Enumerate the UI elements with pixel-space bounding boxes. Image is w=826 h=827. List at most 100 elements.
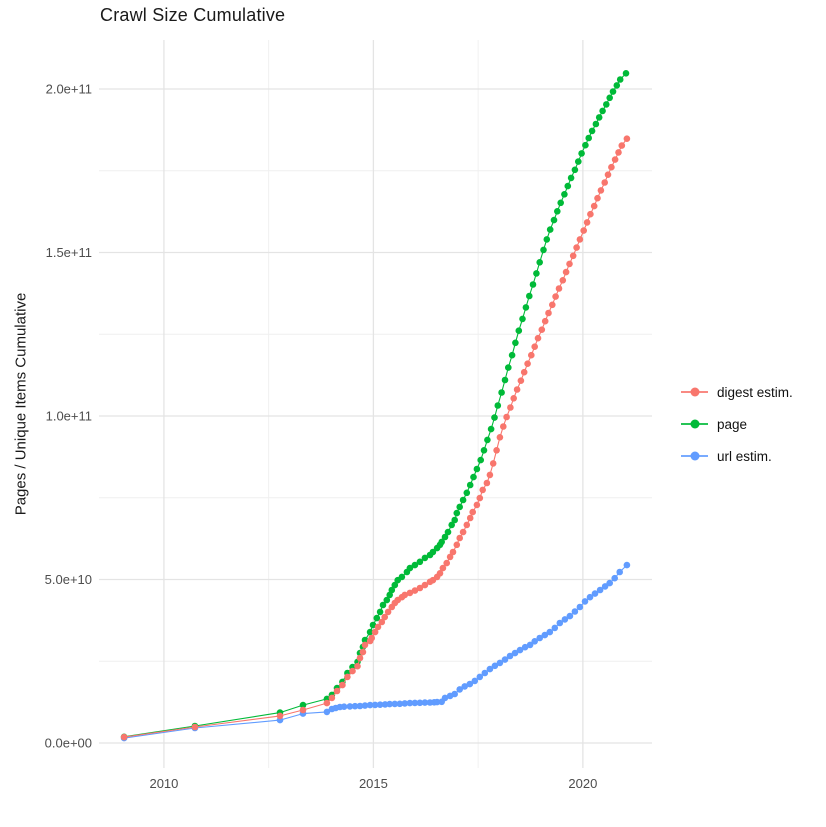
y-tick-label: 1.5e+11: [46, 245, 92, 260]
data-point-digest-estim: [459, 528, 467, 536]
data-point-page: [519, 315, 526, 323]
data-point-digest-estim: [623, 135, 631, 142]
data-point-page: [522, 304, 530, 311]
data-point-page: [398, 573, 406, 581]
data-point-digest-estim: [513, 386, 521, 393]
data-point-digest-estim: [421, 581, 429, 589]
y-tick-label: 0.0e+00: [45, 736, 92, 751]
data-point-page: [543, 236, 551, 243]
data-point-url-estim: [586, 593, 594, 601]
data-point-digest-estim: [503, 413, 510, 421]
data-point-url-estim: [616, 568, 623, 576]
legend-label: url estim.: [717, 448, 772, 464]
data-point-page: [533, 270, 540, 277]
data-point-url-estim: [386, 700, 394, 708]
data-point-url-estim: [516, 646, 524, 654]
data-point-digest-estim: [524, 360, 531, 368]
data-point-page: [477, 456, 485, 464]
data-point-page: [448, 521, 456, 529]
data-point-page: [540, 246, 547, 254]
data-point-page: [376, 608, 384, 616]
data-point-digest-estim: [356, 654, 364, 662]
data-point-url-estim: [411, 699, 419, 707]
data-point-digest-estim: [371, 628, 379, 636]
series-line-page: [124, 72, 627, 738]
data-point-digest-estim: [276, 712, 284, 720]
data-point-digest-estim: [354, 662, 361, 670]
data-point-page: [582, 141, 589, 149]
data-point-digest-estim: [534, 334, 542, 342]
data-point-page: [561, 191, 568, 198]
data-point-page: [571, 166, 579, 174]
y-tick-label: 1.0e+11: [46, 409, 92, 424]
data-point-page: [505, 364, 512, 371]
data-point-digest-estim: [601, 179, 608, 186]
data-point-page: [567, 174, 575, 182]
data-point-page: [536, 259, 543, 266]
data-point-page: [578, 150, 585, 157]
data-point-url-estim: [461, 683, 469, 690]
data-point-digest-estim: [456, 534, 464, 542]
data-point-digest-estim: [439, 564, 447, 572]
data-point-url-estim: [531, 638, 538, 645]
data-point-digest-estim: [466, 514, 474, 522]
data-point-digest-estim: [545, 309, 552, 317]
legend-key-icon: [681, 416, 708, 432]
data-point-page: [438, 538, 446, 546]
y-tick-label: 2.0e+11: [46, 82, 92, 97]
data-point-url-estim: [396, 700, 404, 708]
data-point-page: [508, 351, 516, 359]
data-point-page: [526, 292, 533, 300]
data-point-digest-estim: [538, 326, 546, 334]
data-point-url-estim: [441, 694, 449, 702]
data-point-page: [466, 481, 474, 489]
data-point-url-estim: [521, 643, 529, 651]
data-point-url-estim: [581, 598, 589, 605]
data-point-digest-estim: [618, 142, 626, 149]
data-point-page: [383, 596, 391, 604]
data-point-digest-estim: [559, 277, 567, 284]
data-point-page: [588, 127, 596, 135]
data-point-page: [557, 199, 564, 207]
data-point-digest-estim: [493, 447, 500, 454]
data-point-digest-estim: [549, 301, 556, 309]
data-point-url-estim: [511, 649, 519, 657]
data-point-digest-estim: [473, 501, 481, 509]
data-point-page: [456, 503, 464, 511]
data-point-url-estim: [401, 700, 409, 707]
data-point-url-estim: [340, 703, 348, 710]
data-point-digest-estim: [443, 559, 451, 567]
data-point-page: [494, 402, 502, 409]
data-point-digest-estim: [520, 368, 528, 376]
data-point-digest-estim: [384, 608, 392, 616]
data-point-url-estim: [491, 662, 499, 670]
x-tick-label: 2010: [149, 776, 178, 791]
data-point-digest-estim: [510, 395, 517, 402]
data-point-page: [366, 628, 374, 636]
data-point-url-estim: [601, 583, 609, 590]
data-point-digest-estim: [483, 479, 491, 487]
data-point-url-estim: [591, 590, 599, 597]
data-point-digest-estim: [368, 634, 376, 642]
data-point-digest-estim: [191, 723, 199, 731]
data-point-page: [421, 554, 429, 562]
data-point-page: [459, 496, 467, 504]
data-point-url-estim: [471, 677, 479, 685]
data-point-url-estim: [421, 699, 429, 706]
data-point-page: [613, 82, 621, 89]
data-point-page: [546, 226, 554, 233]
data-point-digest-estim: [453, 541, 461, 549]
data-point-page: [592, 120, 600, 128]
data-point-page: [487, 425, 495, 433]
data-point-url-estim: [486, 665, 494, 673]
data-point-page: [388, 586, 396, 594]
data-point-digest-estim: [517, 377, 525, 385]
data-point-digest-estim: [349, 667, 356, 675]
data-point-digest-estim: [486, 471, 494, 479]
data-point-page: [416, 558, 424, 566]
data-point-digest-estim: [608, 163, 615, 171]
data-point-digest-estim: [406, 589, 414, 597]
data-point-digest-estim: [555, 285, 563, 292]
data-point-digest-estim: [328, 694, 336, 702]
